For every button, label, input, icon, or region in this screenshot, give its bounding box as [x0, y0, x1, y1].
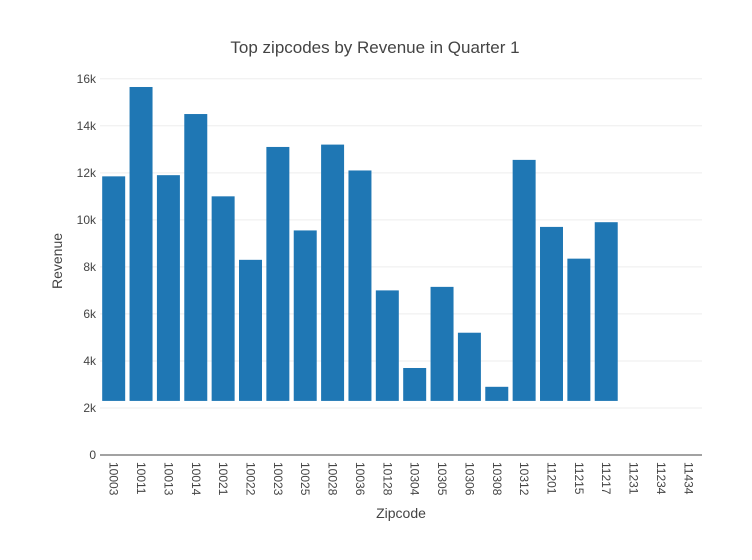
x-tick-label: 10304: [408, 462, 422, 496]
bars: [102, 86, 618, 401]
bar[interactable]: [266, 146, 290, 401]
x-tick-label: 11215: [572, 462, 586, 495]
bar[interactable]: [348, 170, 372, 401]
y-tick-label: 16k: [77, 72, 97, 86]
bar[interactable]: [156, 175, 180, 401]
x-axis-title: Zipcode: [376, 505, 426, 521]
bar[interactable]: [129, 86, 153, 401]
bar[interactable]: [375, 290, 399, 401]
x-tick-label: 10011: [134, 462, 148, 495]
y-tick-label: 12k: [77, 166, 97, 180]
x-tick-label: 10128: [380, 462, 394, 496]
x-axis-ticks: 10003 10011 10013 10014 10021 10022 10023 10025…: [107, 462, 696, 496]
bar[interactable]: [403, 367, 427, 401]
y-axis-title: Revenue: [49, 233, 65, 289]
x-tick-label: 10021: [216, 462, 230, 496]
x-tick-label: 11234: [654, 462, 668, 495]
y-tick-label: 10k: [77, 213, 97, 227]
y-tick-label: 6k: [83, 307, 97, 321]
chart-title: Top zipcodes by Revenue in Quarter 1: [230, 38, 519, 57]
bar[interactable]: [293, 230, 317, 401]
bar[interactable]: [485, 386, 509, 401]
bar[interactable]: [567, 258, 591, 401]
bar[interactable]: [430, 286, 454, 401]
x-tick-label: 10028: [326, 462, 340, 496]
x-tick-label: 10013: [161, 462, 175, 496]
y-axis-ticks: 0 2k 4k 6k 8k 10k 12k 14k 16k: [77, 72, 97, 462]
x-tick-label: 10312: [517, 462, 531, 496]
x-tick-label: 11231: [627, 462, 641, 495]
bar[interactable]: [184, 114, 208, 401]
x-tick-label: 10036: [353, 462, 367, 496]
bar[interactable]: [102, 176, 126, 401]
bar[interactable]: [594, 222, 618, 401]
x-tick-label: 11201: [545, 462, 559, 495]
x-tick-label: 10003: [107, 462, 121, 496]
bar[interactable]: [512, 159, 536, 401]
x-tick-label: 10306: [462, 462, 476, 496]
x-tick-label: 11217: [599, 462, 613, 495]
x-tick-label: 11434: [681, 462, 695, 495]
x-tick-label: 10025: [298, 462, 312, 496]
x-tick-label: 10022: [244, 462, 258, 496]
y-tick-label: 8k: [83, 260, 97, 274]
y-tick-label: 2k: [83, 401, 97, 415]
y-tick-label: 0: [89, 448, 96, 462]
y-tick-label: 4k: [83, 354, 97, 368]
x-tick-label: 10308: [490, 462, 504, 496]
bar[interactable]: [321, 144, 345, 401]
bar[interactable]: [239, 259, 262, 401]
bar[interactable]: [211, 196, 235, 401]
x-tick-label: 10014: [189, 462, 203, 496]
x-tick-label: 10023: [271, 462, 285, 496]
bar[interactable]: [540, 226, 563, 401]
y-tick-label: 14k: [77, 119, 97, 133]
bar[interactable]: [457, 332, 481, 401]
x-tick-label: 10305: [435, 462, 449, 496]
